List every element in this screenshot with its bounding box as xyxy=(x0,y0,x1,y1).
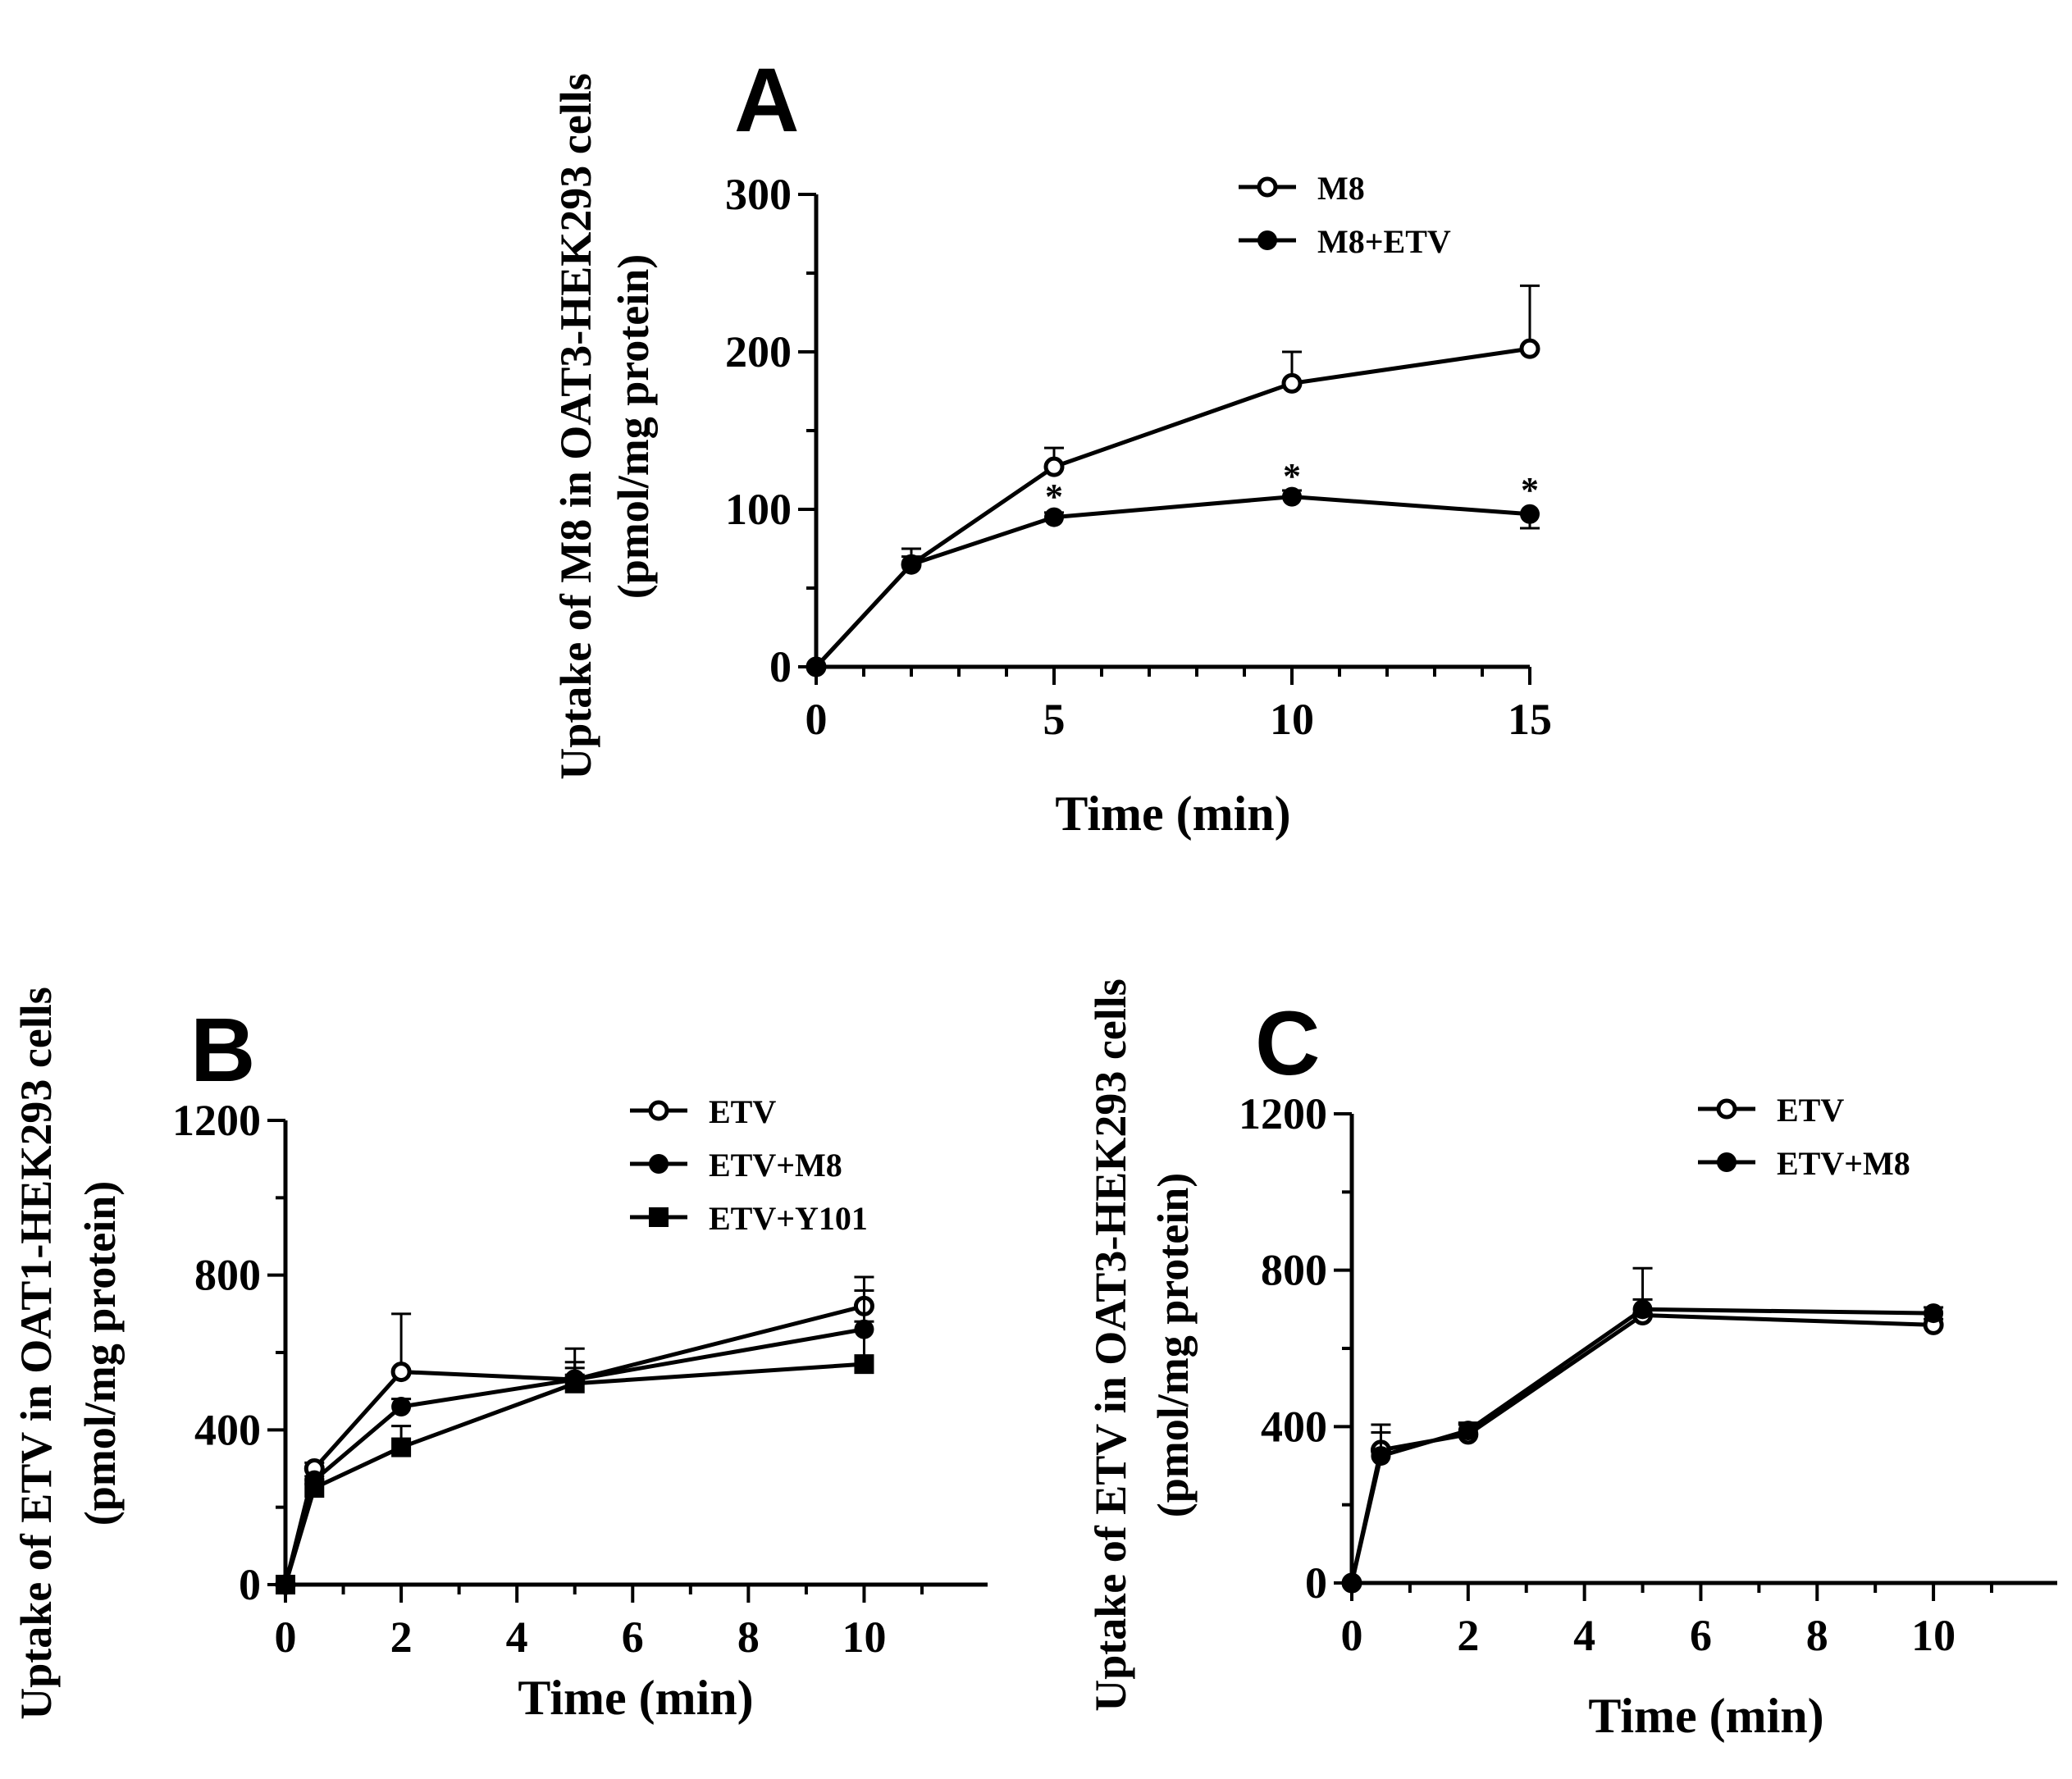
data-point xyxy=(806,657,826,677)
legend-label: ETV+M8 xyxy=(1777,1145,1910,1182)
legend-marker xyxy=(648,1100,669,1121)
series-line xyxy=(283,1362,865,1585)
significance-marker: * xyxy=(1045,477,1063,517)
data-point xyxy=(1282,486,1302,507)
legend-marker xyxy=(1257,176,1278,198)
x-tick-label: 6 xyxy=(622,1613,644,1662)
legend-label: ETV+Y101 xyxy=(709,1200,868,1237)
legend-label: ETV xyxy=(1777,1092,1844,1129)
legend-marker xyxy=(1257,230,1277,250)
y-tick-label: 200 xyxy=(725,327,792,376)
series-m8-etv xyxy=(806,486,1540,677)
data-point xyxy=(1632,1299,1653,1320)
data-point xyxy=(564,1373,585,1394)
y-axis-label: Uptake of ETV in OAT1-HEK293 cells xyxy=(11,987,61,1720)
x-tick-label: 10 xyxy=(1911,1611,1956,1660)
y-tick-label: 0 xyxy=(1305,1558,1327,1608)
x-tick-label: 4 xyxy=(506,1613,528,1662)
y-tick-label: 0 xyxy=(239,1560,261,1609)
y-tick-label: 300 xyxy=(725,170,792,219)
panel-letter: C xyxy=(1255,993,1320,1094)
series-etv xyxy=(1341,1298,1944,1594)
data-point xyxy=(1458,1421,1478,1441)
data-point xyxy=(901,554,921,575)
x-tick-label: 0 xyxy=(275,1613,297,1662)
data-point xyxy=(391,1397,412,1417)
panel-letter: A xyxy=(734,50,799,151)
y-axis-label: Uptake of ETV in OAT3-HEK293 cells xyxy=(1086,978,1135,1712)
y-axis-unit-label: (pmol/mg protein) xyxy=(75,1181,125,1526)
x-tick-label: 5 xyxy=(1043,695,1066,744)
panel-c: C 0 2 4 6 8 10 0 400 800 1200 Time (min) Uptake of E… xyxy=(1086,978,2057,1743)
series-etv-m8 xyxy=(1342,1266,1944,1593)
x-tick-label: 4 xyxy=(1573,1611,1595,1660)
series-line xyxy=(815,495,1531,668)
data-point xyxy=(276,1575,295,1594)
legend-label: M8+ETV xyxy=(1317,223,1451,260)
x-tick-label: 8 xyxy=(1806,1611,1828,1660)
x-axis-label: Time (min) xyxy=(1055,787,1290,841)
legend-label: ETV xyxy=(709,1093,776,1130)
y-tick-label: 0 xyxy=(769,642,792,691)
x-tick-label: 8 xyxy=(737,1613,760,1662)
data-point xyxy=(304,1478,325,1498)
y-tick-label: 800 xyxy=(1261,1246,1327,1295)
data-point xyxy=(1044,507,1064,527)
data-point xyxy=(391,1437,412,1457)
data-point xyxy=(854,1354,874,1375)
y-tick-label: 800 xyxy=(194,1251,261,1300)
data-point xyxy=(1371,1446,1391,1467)
y-tick-label: 100 xyxy=(725,485,792,534)
y-tick-label: 1200 xyxy=(172,1096,261,1145)
data-point xyxy=(1519,338,1540,359)
x-axis-label: Time (min) xyxy=(1588,1689,1823,1743)
y-axis-unit-label: (pmol/mg protein) xyxy=(1148,1173,1198,1517)
data-point xyxy=(1342,1573,1362,1593)
y-tick-label: 1200 xyxy=(1239,1089,1327,1138)
series-m8 xyxy=(806,284,1540,677)
panel-a: A 0 5 10 15 0 100 200 300 Time (min) Uptake of M8 … xyxy=(551,50,1552,841)
x-tick-label: 10 xyxy=(1270,695,1314,744)
x-tick-label: 0 xyxy=(806,695,828,744)
x-axis-label: Time (min) xyxy=(518,1671,753,1725)
legend-marker xyxy=(649,1154,669,1174)
data-point xyxy=(1924,1303,1944,1324)
y-axis-label: Uptake of M8 in OAT3-HEK293 cells xyxy=(551,73,600,779)
panel-b: B 0 2 4 6 8 10 0 400 800 1200 Time (min) Uptake of E… xyxy=(11,987,988,1725)
y-tick-label: 400 xyxy=(1261,1402,1327,1451)
panel-letter: B xyxy=(190,1000,255,1101)
legend-marker xyxy=(649,1207,669,1227)
legend-label: ETV+M8 xyxy=(709,1147,842,1184)
series-line xyxy=(1349,1312,1934,1584)
data-point xyxy=(1520,504,1540,524)
legend-marker xyxy=(1717,1152,1737,1172)
legend-marker xyxy=(1716,1098,1737,1120)
data-point xyxy=(390,1362,412,1383)
x-tick-label: 0 xyxy=(1341,1611,1363,1660)
significance-marker: * xyxy=(1283,456,1301,496)
significance-marker: * xyxy=(1521,470,1539,510)
x-tick-label: 6 xyxy=(1690,1611,1712,1660)
legend-label: M8 xyxy=(1317,170,1365,207)
y-axis-unit-label: (pmol/mg protein) xyxy=(609,254,658,599)
x-tick-label: 10 xyxy=(842,1613,886,1662)
x-tick-label: 2 xyxy=(390,1613,413,1662)
series-line xyxy=(1349,1307,1934,1584)
x-tick-label: 2 xyxy=(1457,1611,1479,1660)
data-point xyxy=(1281,372,1303,394)
x-tick-label: 15 xyxy=(1508,695,1552,744)
y-tick-label: 400 xyxy=(194,1405,261,1454)
data-point xyxy=(1043,456,1065,477)
series-etv-y101 xyxy=(276,1289,874,1594)
